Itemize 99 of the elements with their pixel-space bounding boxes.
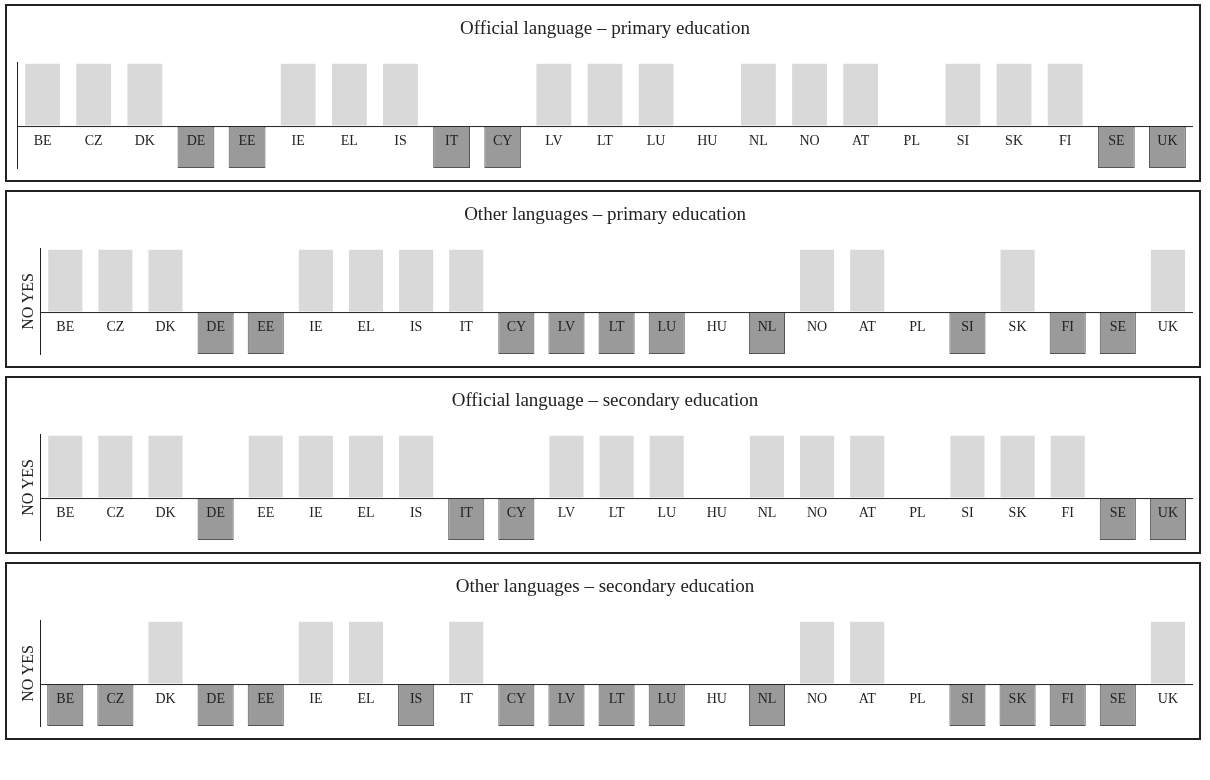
x-tick-label: NO — [806, 691, 828, 707]
x-tick-label: AT — [852, 133, 870, 149]
x-tick-label: SE — [1108, 133, 1125, 149]
x-tick-label: NL — [757, 319, 777, 335]
x-tick-label: IE — [309, 505, 323, 521]
x-tick-label: AT — [858, 319, 877, 335]
x-tick-label: LT — [608, 505, 625, 521]
x-tick-label: LV — [557, 319, 576, 335]
x-tick-label: AT — [858, 505, 877, 521]
x-tick-label: IT — [459, 691, 474, 707]
x-tick-label: IS — [409, 691, 423, 707]
x-tick-label: PL — [903, 133, 920, 149]
x-tick-label: EL — [357, 691, 375, 707]
x-tick-label: EE — [257, 505, 275, 521]
x-tick-label: SE — [1109, 319, 1126, 335]
x-tick-label: BE — [33, 133, 52, 149]
x-tick-label: NL — [757, 691, 777, 707]
x-tick-label: EE — [257, 691, 275, 707]
chart-title: Other languages – primary education — [464, 203, 747, 225]
x-tick-label: CZ — [106, 319, 125, 335]
x-tick-label: BE — [56, 319, 75, 335]
x-tick-label: AT — [858, 691, 877, 707]
x-tick-label: IE — [309, 319, 323, 335]
x-tick-label: CY — [506, 691, 527, 707]
x-tick-label: LV — [557, 505, 576, 521]
x-tick-label: IE — [291, 133, 305, 149]
x-tick-label: CY — [506, 505, 527, 521]
x-tick-label: IT — [459, 319, 474, 335]
x-tick-label: UK — [1157, 505, 1179, 521]
x-tick-label: EL — [357, 505, 375, 521]
chart-title: Official language – secondary education — [451, 389, 759, 411]
x-tick-label: HU — [706, 691, 727, 707]
x-tick-label: IT — [459, 505, 474, 521]
x-tick-label: EE — [238, 133, 256, 149]
chart-title: Other languages – secondary education — [455, 575, 755, 597]
x-tick-label: BE — [56, 505, 75, 521]
x-tick-label: UK — [1157, 319, 1179, 335]
x-tick-label: SI — [961, 319, 975, 335]
x-tick-label: LU — [657, 505, 677, 521]
x-tick-label: NL — [749, 133, 768, 149]
x-tick-label: IE — [309, 691, 323, 707]
x-tick-label: CY — [493, 133, 513, 149]
x-tick-label: NO — [806, 319, 828, 335]
x-tick-label: UK — [1157, 133, 1178, 149]
x-tick-label: NO — [806, 505, 828, 521]
x-tick-label: LU — [657, 319, 677, 335]
x-tick-label: LT — [608, 691, 625, 707]
x-tick-label: CY — [506, 319, 527, 335]
x-tick-label: FI — [1061, 319, 1075, 335]
x-tick-label: BE — [56, 691, 75, 707]
x-tick-label: SK — [1008, 319, 1027, 335]
x-tick-label: HU — [706, 319, 727, 335]
x-tick-label: SE — [1109, 691, 1126, 707]
x-tick-label: DE — [206, 319, 225, 335]
x-tick-label: CZ — [106, 505, 125, 521]
x-tick-label: CZ — [106, 691, 125, 707]
x-tick-label: PL — [909, 505, 926, 521]
x-tick-label: FI — [1061, 505, 1075, 521]
x-tick-label: SI — [961, 505, 975, 521]
x-tick-label: LT — [608, 319, 625, 335]
x-tick-label: SK — [1008, 691, 1027, 707]
x-tick-label: NO — [799, 133, 820, 149]
x-tick-label: PL — [909, 319, 926, 335]
x-tick-label: DE — [206, 691, 225, 707]
x-tick-label: DK — [155, 505, 176, 521]
x-tick-label: DK — [155, 319, 176, 335]
x-tick-label: IS — [409, 319, 423, 335]
x-tick-label: LV — [557, 691, 576, 707]
x-tick-label: DK — [134, 133, 155, 149]
x-tick-label: NL — [757, 505, 777, 521]
x-tick-label: EL — [357, 319, 375, 335]
x-tick-label: SI — [961, 691, 975, 707]
x-tick-label: IS — [394, 133, 407, 149]
x-tick-label: HU — [706, 505, 727, 521]
x-tick-label: LV — [545, 133, 563, 149]
x-tick-label: DK — [155, 691, 176, 707]
x-tick-label: DE — [186, 133, 206, 149]
x-tick-label: FI — [1058, 133, 1072, 149]
x-tick-label: LU — [646, 133, 666, 149]
x-tick-label: HU — [697, 133, 718, 149]
x-tick-label: SK — [1008, 505, 1027, 521]
x-tick-label: FI — [1061, 691, 1075, 707]
x-tick-label: SI — [956, 133, 970, 149]
x-tick-label: LU — [657, 691, 677, 707]
x-tick-label: CZ — [84, 133, 103, 149]
x-tick-label: EL — [340, 133, 358, 149]
chart-title: Official language – primary education — [460, 17, 751, 39]
x-tick-label: DE — [206, 505, 225, 521]
x-tick-label: LT — [597, 133, 614, 149]
y-axis-title: NO YES — [18, 459, 36, 516]
x-tick-label: SK — [1005, 133, 1023, 149]
x-tick-label: IT — [445, 133, 459, 149]
y-axis-title: NO YES — [18, 645, 36, 702]
x-tick-label: IS — [409, 505, 423, 521]
x-tick-label: SE — [1109, 505, 1126, 521]
y-axis-title: NO YES — [18, 273, 36, 330]
x-tick-label: UK — [1157, 691, 1179, 707]
x-tick-label: PL — [909, 691, 926, 707]
x-tick-label: EE — [257, 319, 275, 335]
